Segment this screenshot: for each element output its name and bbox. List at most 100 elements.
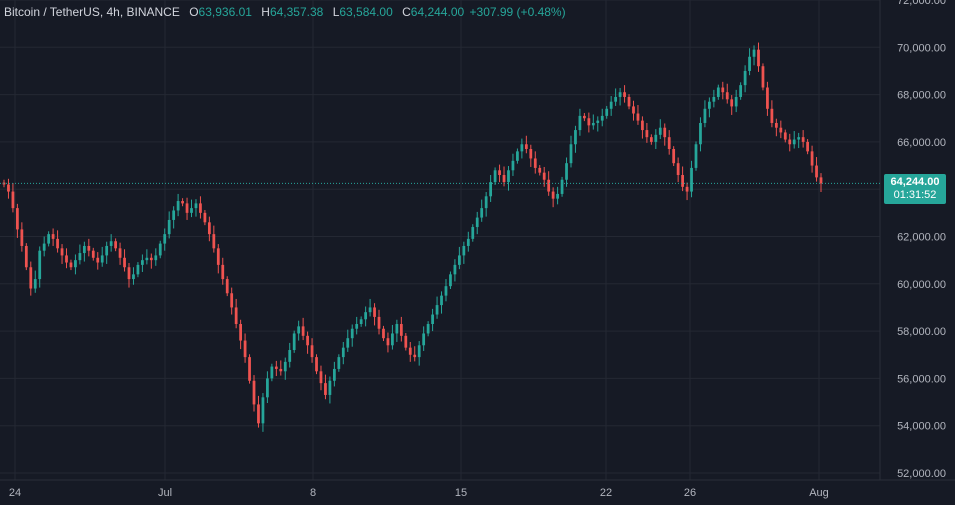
candle-down (301, 326, 305, 336)
candle-up (480, 208, 484, 218)
candle-down (185, 203, 189, 213)
candle-up (578, 115, 582, 131)
candle-down (788, 139, 792, 145)
candle-up (694, 144, 698, 168)
candle-up (297, 326, 301, 334)
candle-down (221, 264, 225, 280)
candle-down (199, 203, 202, 213)
last-price-value: 64,244.00 (890, 176, 940, 189)
candle-down (377, 316, 381, 329)
candle-up (739, 85, 743, 97)
candle-up (359, 319, 363, 325)
candle-down (632, 106, 635, 114)
candle-up (270, 366, 274, 379)
candle-down (127, 267, 131, 280)
candle-up (194, 203, 198, 209)
candle-up (33, 279, 37, 289)
candle-up (605, 108, 609, 116)
candle-down (757, 49, 760, 67)
candle-down (230, 293, 234, 308)
candle-down (56, 238, 59, 249)
candle-up (332, 368, 336, 381)
candle-down (252, 380, 256, 405)
candle-up (283, 361, 287, 372)
x-tick-label: 8 (310, 487, 316, 499)
candle-up (444, 286, 448, 296)
candle-down (502, 175, 506, 183)
candle-down (721, 87, 725, 93)
candle-up (475, 217, 479, 228)
candle-up (658, 127, 662, 135)
last-price-tag: 64,244.00 01:31:52 (884, 174, 946, 205)
candle-down (404, 335, 408, 348)
time-axis-labels: 24 Jul 8 15 22 26 Aug (9, 487, 829, 499)
candle-up (569, 144, 573, 164)
candle-up (38, 250, 42, 280)
close-value: 64,244.00 (410, 5, 465, 19)
y-tick-label: 58,000.00 (897, 326, 946, 338)
symbol-legend: Bitcoin / TetherUS, 4h, BINANCE O63,936.… (4, 5, 566, 19)
x-tick-label: 26 (684, 487, 696, 499)
close-label: C (402, 5, 411, 19)
candle-up (654, 134, 658, 142)
candle-up (47, 234, 51, 244)
candle-down (274, 366, 278, 369)
candle-up (453, 264, 457, 275)
candle-down (801, 137, 805, 142)
candle-up (712, 96, 716, 102)
candle-down (315, 357, 318, 372)
x-tick-label: 22 (600, 487, 612, 499)
candle-up (600, 115, 604, 121)
candle-up (690, 167, 693, 192)
candle-up (368, 307, 372, 313)
candle-up (346, 338, 350, 348)
candle-down (91, 250, 95, 258)
candle-up (292, 333, 296, 351)
candle-down (149, 257, 153, 261)
candle-up (466, 238, 470, 246)
candle-down (551, 191, 555, 199)
candle-down (373, 307, 376, 317)
candle-down (216, 248, 220, 265)
candle-down (815, 165, 818, 178)
x-tick-label: 15 (455, 487, 467, 499)
y-tick-label: 56,000.00 (897, 373, 946, 385)
candle-up (716, 87, 720, 97)
y-tick-label: 72,000.00 (897, 0, 946, 7)
candle-down (783, 132, 787, 140)
candle-down (623, 92, 626, 97)
candle-down (123, 257, 126, 268)
candle-down (248, 357, 251, 381)
open-value: 63,936.01 (198, 5, 252, 19)
candle-down (649, 137, 653, 142)
y-tick-label: 54,000.00 (897, 421, 946, 433)
x-tick-label: Jul (158, 487, 172, 499)
candle-down (533, 158, 537, 168)
candles (2, 42, 823, 432)
y-tick-label: 70,000.00 (897, 42, 946, 54)
candle-up (618, 92, 622, 97)
candle-up (337, 357, 341, 369)
candle-down (547, 179, 551, 192)
candle-up (145, 257, 149, 261)
candle-down (806, 141, 809, 152)
candle-up (288, 350, 292, 362)
candle-down (676, 163, 680, 176)
candle-down (324, 383, 327, 395)
candle-down (20, 229, 24, 246)
grid-lines (0, 0, 880, 480)
candle-down (319, 371, 323, 384)
candle-up (341, 347, 345, 358)
candle-up (560, 179, 564, 194)
candle-down (498, 170, 501, 176)
candle-down (766, 87, 769, 109)
candle-down (582, 115, 586, 119)
candle-up (190, 208, 193, 213)
candle-up (328, 380, 332, 395)
bar-countdown: 01:31:52 (893, 189, 937, 202)
candle-down (542, 172, 546, 180)
candle-up (708, 101, 711, 109)
candle-up (350, 328, 354, 339)
candle-up (417, 345, 421, 358)
